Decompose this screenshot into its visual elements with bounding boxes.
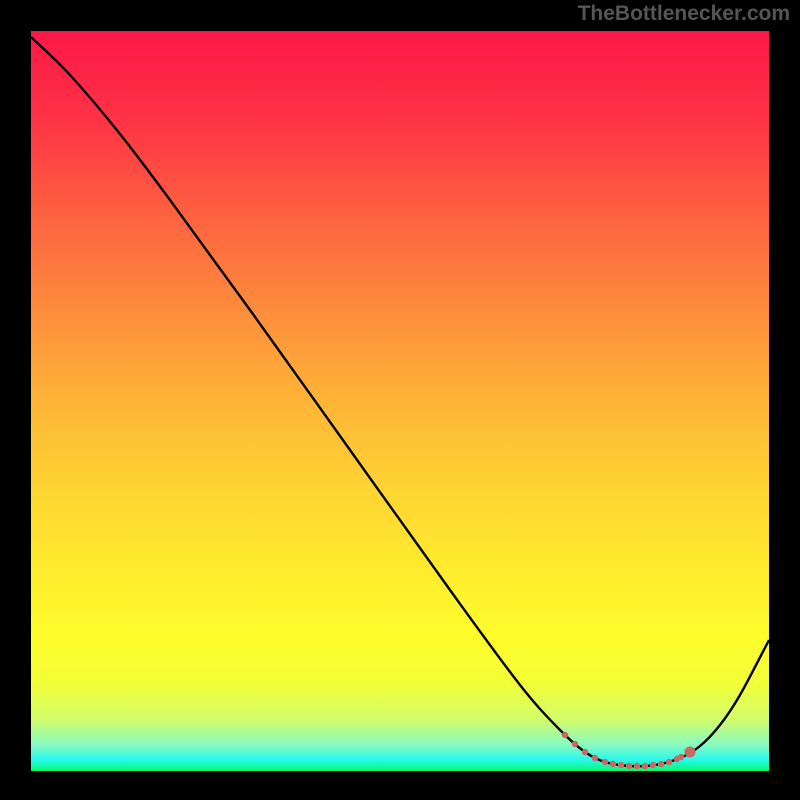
- curve-marker: [592, 755, 598, 761]
- chart-container: TheBottlenecker.com: [0, 0, 800, 800]
- curve-marker: [666, 759, 672, 765]
- curve-marker: [678, 754, 684, 760]
- curve-marker: [562, 732, 568, 738]
- chart-svg: [0, 0, 800, 800]
- curve-marker: [650, 762, 656, 768]
- curve-marker: [658, 761, 664, 767]
- plot-background: [31, 31, 769, 771]
- curve-marker: [642, 763, 648, 769]
- curve-marker: [572, 741, 578, 747]
- watermark-text: TheBottlenecker.com: [578, 2, 790, 26]
- curve-marker: [602, 759, 608, 765]
- curve-marker: [610, 761, 616, 767]
- curve-marker: [626, 763, 632, 769]
- curve-marker: [685, 747, 696, 758]
- curve-marker: [618, 762, 624, 768]
- curve-marker: [634, 763, 640, 769]
- curve-marker: [582, 749, 588, 755]
